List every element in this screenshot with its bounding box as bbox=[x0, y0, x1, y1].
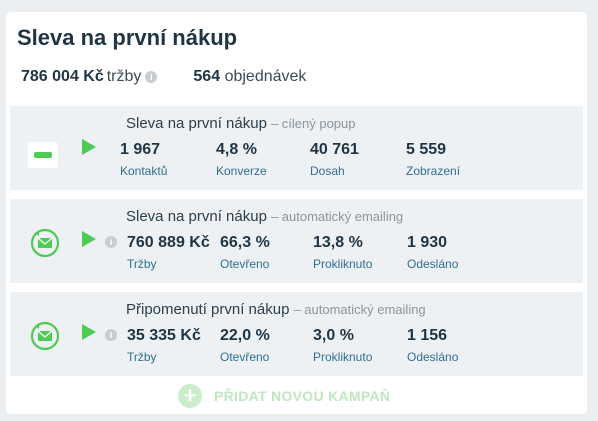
metric-value: 22,0 % bbox=[220, 327, 270, 344]
campaign-title[interactable]: Sleva na první nákup – automatický emaili… bbox=[126, 208, 403, 225]
metric-revenue: 760 889 Kč Tržby bbox=[127, 234, 210, 271]
metric-value: 1 930 bbox=[407, 234, 448, 251]
campaign-type: – automatický emailing bbox=[293, 302, 426, 317]
metric-value: 35 335 Kč bbox=[127, 327, 201, 344]
add-campaign-label[interactable]: PŘIDAT NOVOU KAMPAŇ bbox=[214, 388, 391, 404]
add-campaign-button[interactable]: + PŘIDAT NOVOU KAMPAŇ bbox=[6, 383, 587, 411]
metric-clicked: 3,0 % Prokliknuto bbox=[313, 327, 372, 364]
metric-sent: 1 156 Odesláno bbox=[407, 327, 458, 364]
campaign-title[interactable]: Sleva na první nákup – cílený popup bbox=[126, 115, 356, 132]
revenue-label: tržby bbox=[106, 68, 142, 85]
info-icon[interactable]: i bbox=[145, 71, 158, 83]
metric-value: 66,3 % bbox=[220, 234, 270, 251]
metric-label: Otevřeno bbox=[220, 257, 270, 271]
metric-sent: 1 930 Odesláno bbox=[407, 234, 458, 271]
campaign-type: – automatický emailing bbox=[270, 209, 404, 224]
metric-opened: 22,0 % Otevřeno bbox=[220, 327, 270, 364]
metric-value: 1 156 bbox=[407, 327, 448, 344]
page-title: Sleva na první nákup bbox=[17, 25, 238, 50]
info-icon[interactable]: i bbox=[105, 329, 117, 341]
metric-clicked: 13,8 % Prokliknuto bbox=[313, 234, 372, 271]
campaign-type: – cílený popup bbox=[270, 116, 356, 131]
play-icon[interactable] bbox=[82, 231, 96, 247]
metric-value: 1 967 bbox=[120, 141, 161, 158]
metric-conversion: 4,8 % Konverze bbox=[216, 141, 267, 178]
metric-revenue: 35 335 Kč Tržby bbox=[127, 327, 201, 364]
metric-label: Tržby bbox=[127, 257, 157, 271]
metric-value: 40 761 bbox=[310, 141, 359, 158]
info-icon[interactable]: i bbox=[105, 236, 117, 248]
campaign-row[interactable]: i Sleva na první nákup – automatický emai… bbox=[10, 199, 583, 283]
metric-label: Prokliknuto bbox=[313, 257, 373, 271]
campaign-row[interactable]: Sleva na první nákup – cílený popup 1 967… bbox=[10, 106, 583, 190]
campaign-row[interactable]: i Připomenutí první nákup – automatický e… bbox=[10, 292, 583, 376]
metric-label: Tržby bbox=[127, 350, 157, 364]
metric-contacts: 1 967 Kontaktů bbox=[120, 141, 167, 178]
email-icon bbox=[30, 321, 60, 351]
campaign-title[interactable]: Připomenutí první nákup – automatický ema… bbox=[126, 301, 426, 318]
metric-opened: 66,3 % Otevřeno bbox=[220, 234, 270, 271]
campaign-name: Sleva na první nákup bbox=[126, 115, 267, 132]
campaign-card: Sleva na první nákup 786 004 Kč tržby i 564… bbox=[6, 12, 587, 414]
revenue-value: 786 004 Kč bbox=[21, 68, 104, 85]
metric-label: Konverze bbox=[216, 164, 267, 178]
metric-label: Zobrazení bbox=[406, 164, 461, 178]
play-icon[interactable] bbox=[82, 139, 96, 155]
metric-label: Otevřeno bbox=[220, 350, 270, 364]
metric-label: Dosah bbox=[310, 164, 345, 178]
play-icon[interactable] bbox=[82, 324, 96, 340]
metric-value: 5 559 bbox=[406, 141, 447, 158]
orders-value: 564 bbox=[193, 68, 221, 85]
metric-label: Prokliknuto bbox=[313, 350, 373, 364]
metric-value: 3,0 % bbox=[313, 327, 354, 344]
metric-value: 4,8 % bbox=[216, 141, 257, 158]
orders-label: objednávek bbox=[224, 68, 307, 85]
metric-reach: 40 761 Dosah bbox=[310, 141, 359, 178]
metric-views: 5 559 Zobrazení bbox=[406, 141, 460, 178]
email-icon bbox=[30, 228, 60, 258]
campaign-name: Připomenutí první nákup bbox=[126, 301, 290, 318]
campaign-name: Sleva na první nákup bbox=[126, 208, 267, 225]
metric-label: Odesláno bbox=[407, 350, 459, 364]
metric-label: Odesláno bbox=[407, 257, 459, 271]
metric-label: Kontaktů bbox=[120, 164, 168, 178]
metric-value: 13,8 % bbox=[313, 234, 363, 251]
totals-summary: 786 004 Kč tržby i 564 objednávek bbox=[21, 68, 306, 86]
plus-icon[interactable]: + bbox=[178, 384, 202, 408]
popup-icon bbox=[34, 152, 52, 158]
metric-value: 760 889 Kč bbox=[127, 234, 210, 251]
